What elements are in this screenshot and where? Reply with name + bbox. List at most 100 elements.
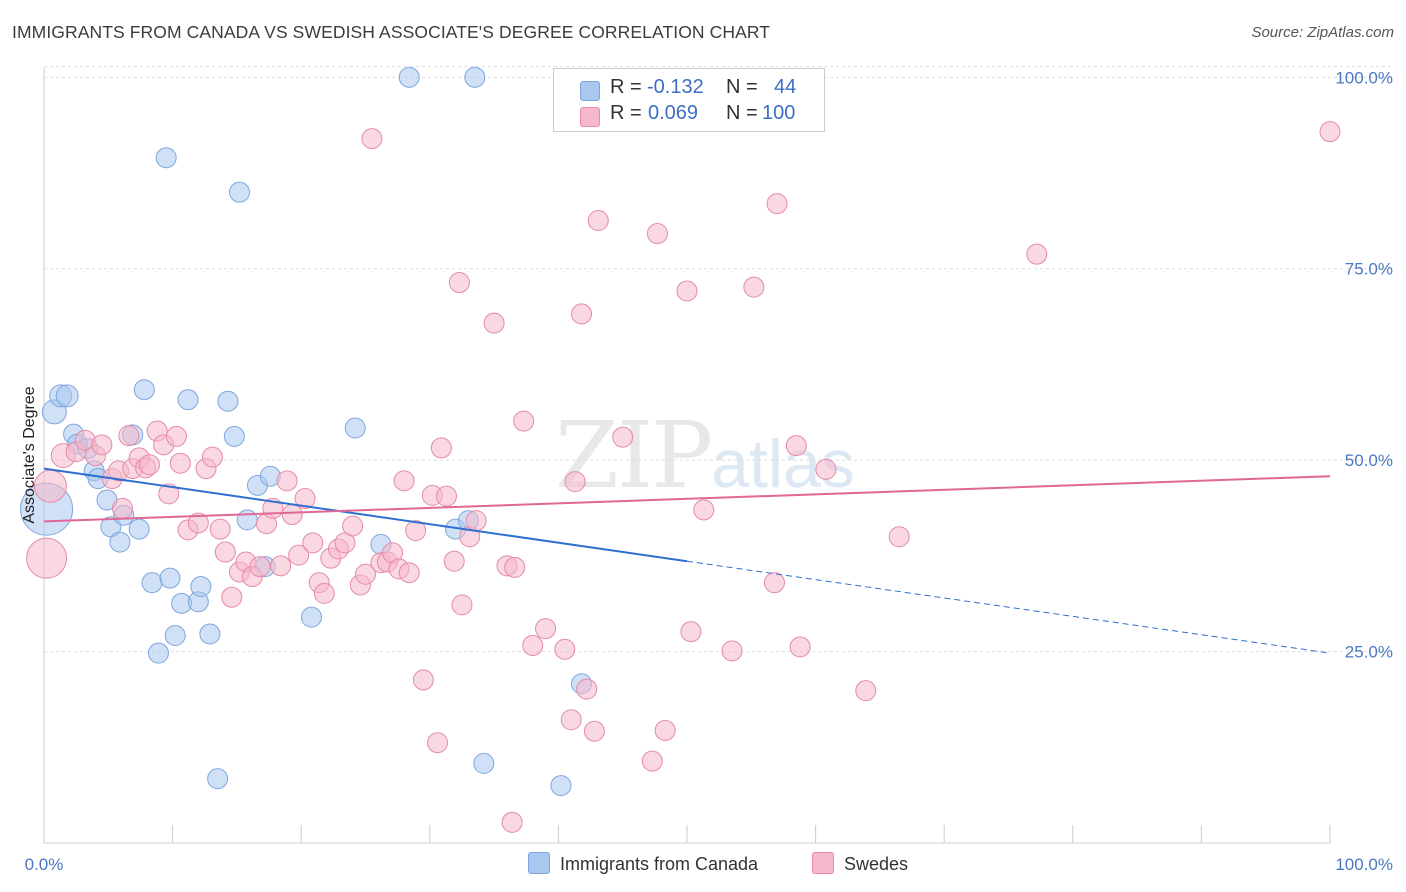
x-tick-label: 0.0% — [25, 855, 64, 874]
swedes-point — [1026, 243, 1048, 265]
swedes-point — [294, 487, 316, 509]
legend-n-value: 100 — [762, 102, 796, 124]
swedes-point — [249, 556, 271, 578]
canada-point — [464, 66, 486, 88]
swedes-point — [443, 550, 465, 572]
swedes-point — [398, 562, 420, 584]
series-label-canada: Immigrants from Canada — [560, 854, 759, 874]
swedes-point — [355, 563, 376, 585]
swedes-point — [209, 518, 231, 540]
canada-point — [300, 606, 322, 628]
legend-r-label: R = — [610, 76, 642, 98]
swedes-point — [564, 471, 586, 493]
swedes-point — [91, 434, 113, 456]
y-tick-label: 50.0% — [1345, 451, 1393, 470]
y-axis-title: Associate's Degree — [21, 386, 38, 523]
legend-n-value: 44 — [774, 76, 797, 98]
swedes-point — [405, 520, 427, 542]
swedes-point — [641, 750, 663, 772]
source-label: Source: ZipAtlas.com — [1251, 24, 1394, 41]
swedes-point — [165, 425, 187, 447]
canada-point — [223, 425, 245, 447]
canada-point — [473, 752, 495, 774]
swedes-point — [270, 555, 292, 577]
axes — [43, 68, 1331, 844]
swedes-point — [201, 446, 223, 468]
swedes-point — [721, 640, 743, 662]
legend-r-label: R = — [610, 102, 642, 124]
canada-point — [164, 624, 186, 646]
swedes-point — [522, 634, 544, 656]
swedes-point — [451, 594, 473, 616]
canada-point — [133, 379, 155, 401]
canada-point — [128, 518, 150, 540]
swedes-point — [393, 470, 415, 492]
swedes-point — [504, 556, 526, 578]
swedes-point — [412, 669, 434, 691]
swedes-point — [33, 469, 67, 503]
swedes-point — [576, 678, 598, 700]
canada-point — [228, 181, 250, 203]
swedes-point — [789, 636, 811, 658]
swedes-point — [766, 193, 788, 215]
swedes-point — [187, 512, 209, 534]
y-tick-label: 100.0% — [1335, 68, 1393, 87]
swedes-point — [554, 638, 576, 660]
canada-point — [141, 572, 163, 594]
swedes-point — [288, 544, 310, 566]
watermark-zip: ZIP — [555, 402, 713, 509]
swedes-point — [448, 272, 470, 294]
swedes-point — [281, 504, 303, 526]
legend-r-value: -0.132 — [647, 76, 704, 98]
canada-point — [344, 417, 366, 439]
legend-n-label: N = — [726, 76, 758, 98]
swedes-point — [138, 454, 160, 476]
swedes-point — [815, 458, 837, 480]
swedes-point — [436, 485, 458, 507]
legend-r-value: 0.069 — [648, 102, 699, 124]
swedes-point — [313, 582, 335, 604]
swedes-point — [571, 303, 593, 325]
swedes-point — [513, 410, 535, 432]
y-tick-label: 25.0% — [1345, 643, 1393, 662]
x-tick-label: 100.0% — [1335, 855, 1393, 874]
swedes-point — [169, 452, 191, 474]
canada-point — [217, 390, 239, 412]
swedes-point — [302, 532, 324, 554]
swedes-point — [855, 680, 877, 702]
swedes-point — [560, 709, 582, 731]
series-legend-swedes: Swedes — [812, 852, 908, 875]
series-swatch-swedes — [812, 852, 834, 874]
canada-point — [177, 389, 199, 411]
swedes-point — [680, 621, 702, 643]
swedes-point — [785, 435, 807, 457]
trend-lines — [43, 467, 1331, 654]
series-label-swedes: Swedes — [844, 854, 909, 874]
swedes-point — [483, 312, 505, 334]
swedes-point — [276, 470, 298, 492]
swedes-point — [427, 732, 449, 754]
swedes-point — [221, 586, 243, 608]
swedes-point — [214, 541, 236, 563]
swedes-point — [646, 223, 668, 245]
swedes-point — [430, 437, 452, 459]
canada-trend-extension — [686, 560, 1331, 654]
swedes-point — [612, 426, 634, 448]
canada-point — [236, 509, 258, 531]
canada-point — [55, 384, 79, 408]
canada-point — [109, 531, 131, 553]
swedes-trend-line — [43, 475, 1331, 523]
swedes-point — [111, 497, 133, 519]
canada-point — [159, 567, 181, 589]
swedes-point — [342, 515, 364, 537]
swedes-point — [888, 526, 910, 548]
swedes-point — [158, 483, 180, 505]
swedes-point — [361, 128, 383, 150]
y-tick-label: 75.0% — [1345, 260, 1393, 279]
canada-point — [155, 147, 177, 169]
swedes-point — [654, 719, 676, 741]
swedes-point — [535, 618, 557, 640]
canada-point — [199, 623, 221, 645]
swedes-point — [743, 276, 765, 298]
